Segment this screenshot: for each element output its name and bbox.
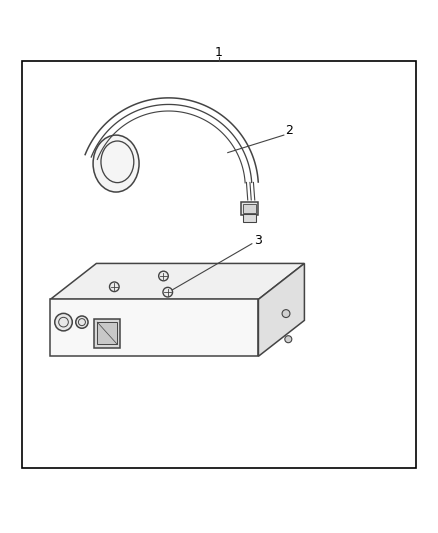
Bar: [244, 214, 256, 222]
Ellipse shape: [93, 135, 139, 192]
Bar: [94, 319, 120, 348]
Circle shape: [163, 287, 173, 297]
Polygon shape: [50, 300, 258, 356]
Bar: [97, 322, 117, 344]
Circle shape: [282, 310, 290, 318]
Polygon shape: [258, 263, 304, 356]
Circle shape: [285, 336, 292, 343]
Polygon shape: [50, 263, 304, 300]
Circle shape: [159, 271, 168, 281]
Circle shape: [76, 316, 88, 328]
Bar: [241, 202, 258, 215]
Text: 2: 2: [285, 124, 293, 137]
Circle shape: [55, 313, 72, 331]
Bar: [244, 204, 256, 213]
Text: 3: 3: [254, 233, 262, 247]
Circle shape: [110, 282, 119, 292]
Text: 1: 1: [215, 46, 223, 59]
